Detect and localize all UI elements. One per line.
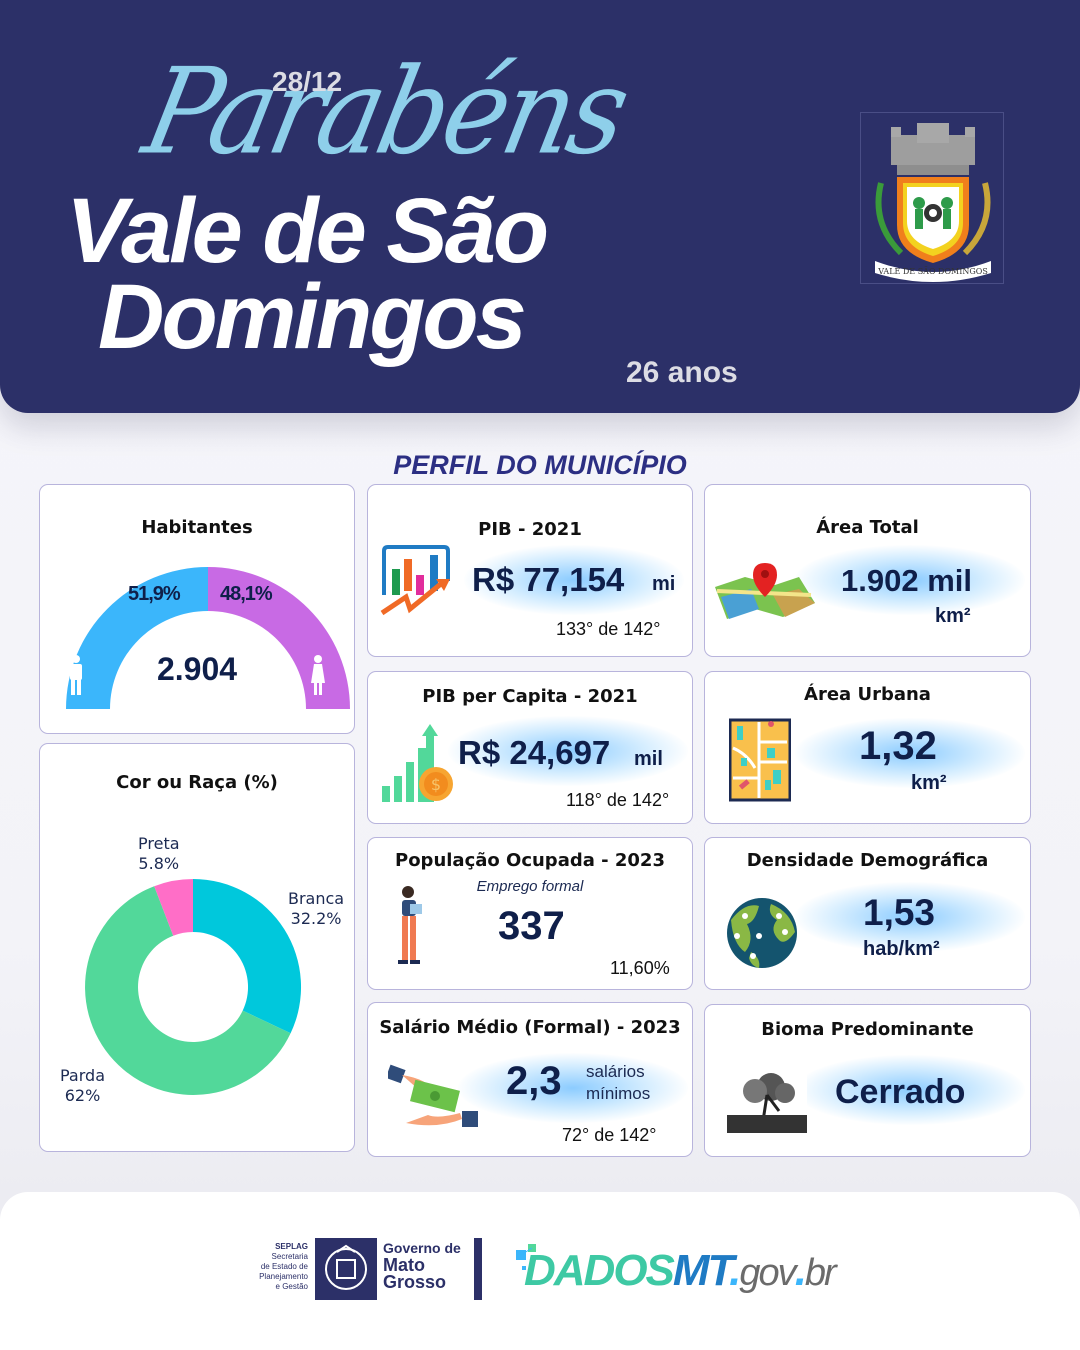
map-pin-icon [715, 563, 815, 619]
anniversary-date: 28/12 [272, 66, 343, 97]
female-percentage: 48,1% [220, 583, 273, 605]
anniversary-age: 26 anos [626, 356, 738, 389]
card-subtitle: Emprego formal [476, 878, 584, 895]
card-title: Bioma Predominante [761, 1019, 974, 1040]
male-icon [70, 655, 82, 695]
card-title: Salário Médio (Formal) - 2023 [379, 1017, 681, 1038]
card-title: PIB - 2021 [478, 519, 582, 540]
population-total: 2.904 [156, 651, 238, 687]
salario-rank: 72° de 142° [562, 1125, 657, 1145]
bioma-value: Cerrado [835, 1073, 966, 1111]
pib-capita-unit: mil [634, 748, 663, 770]
card-area-total: Área Total 1.902 mil km² [704, 484, 1031, 657]
dados-mt-logo: DADOSMT.gov.br [524, 1246, 837, 1295]
populacao-ocupada-value: 337 [498, 904, 565, 948]
pib-rank: 133° de 142° [556, 619, 661, 639]
race-donut-chart [85, 879, 302, 1095]
card-title: Área Urbana [804, 684, 931, 705]
card-area-urbana: Área Urbana 1,32 km² [704, 671, 1031, 824]
card-cor-raca: Cor ou Raça (%) Preta 5.8% Branca 32.2% Pa… [39, 743, 355, 1152]
card-title: Cor ou Raça (%) [116, 772, 278, 793]
densidade-unit: hab/km² [863, 938, 940, 960]
card-title: Densidade Demográfica [746, 850, 989, 871]
card-salario: Salário Médio (Formal) - 2023 2,3 salári… [367, 1002, 693, 1157]
male-percentage: 51,9% [128, 583, 181, 605]
area-total-value: 1.902 mil [841, 563, 972, 598]
card-habitantes: Habitantes 51,9% 48,1% 2.904 [39, 484, 355, 734]
pib-value: R$ 77,154 [472, 561, 625, 598]
pib-capita-value: R$ 24,697 [458, 734, 611, 771]
densidade-value: 1,53 [863, 892, 936, 933]
city-name: Vale de São Domingos [66, 185, 549, 368]
legend-preta: Preta 5.8% [138, 834, 180, 873]
svg-text:$: $ [431, 775, 441, 794]
female-icon [311, 655, 325, 695]
chart-growth-icon [380, 545, 450, 616]
money-handover-icon [388, 1064, 478, 1127]
card-title: Habitantes [141, 517, 253, 538]
globe-people-icon [727, 898, 797, 968]
area-total-unit: km² [935, 605, 971, 627]
area-urbana-unit: km² [911, 772, 947, 794]
card-pib: PIB - 2021 R$ 77,154 mi 133° de 142° [367, 484, 693, 657]
section-title: PERFIL DO MUNICÍPIO [393, 450, 687, 480]
pib-capita-rank: 118° de 142° [566, 790, 670, 810]
card-populacao-ocupada: População Ocupada - 2023 Emprego formal … [367, 837, 693, 990]
city-name-line2: Domingos [98, 266, 527, 368]
card-bioma: Bioma Predominante Cerrado [704, 1004, 1031, 1157]
legend-branca: Branca 32.2% [288, 889, 345, 928]
card-title: Área Total [816, 517, 919, 538]
congrats-script-title: Parabéns [133, 43, 637, 182]
city-map-icon [729, 718, 791, 802]
municipal-crest-icon: VALE DE SÃO DOMINGOS [860, 112, 1004, 284]
governo-mt-logo: Governo de Mato Grosso [383, 1240, 461, 1292]
salario-unit: salários mínimos [586, 1062, 651, 1103]
working-woman-icon [398, 886, 422, 964]
footer: SEPLAG Secretaria de Estado de Planejame… [0, 1192, 1080, 1350]
growth-coin-icon: $ [382, 724, 453, 802]
city-name-line1: Vale de São [66, 180, 549, 282]
footer-divider [474, 1238, 482, 1300]
salario-value: 2,3 [506, 1059, 562, 1103]
area-urbana-value: 1,32 [859, 724, 937, 768]
pib-unit: mi [652, 573, 676, 595]
cerrado-tree-icon [727, 1071, 807, 1133]
legend-parda: Parda 62% [60, 1066, 105, 1105]
card-title: PIB per Capita - 2021 [422, 686, 638, 707]
seplag-text: SEPLAG Secretaria de Estado de Planejame… [259, 1242, 308, 1291]
card-pib-capita: PIB per Capita - 2021 $ R$ 24,697 mil 11… [367, 671, 693, 824]
svg-text:VALE DE SÃO DOMINGOS: VALE DE SÃO DOMINGOS [877, 267, 988, 276]
mato-grosso-seal-icon [315, 1238, 377, 1300]
card-densidade: Densidade Demográfica 1,53 hab/km² [704, 837, 1031, 990]
dados-network-icon [516, 1244, 536, 1270]
populacao-ocupada-pct: 11,60% [610, 958, 670, 978]
card-title: População Ocupada - 2023 [395, 850, 665, 871]
header-banner: Parabéns 28/12 Vale de São Domingos 26 a… [0, 0, 1080, 413]
